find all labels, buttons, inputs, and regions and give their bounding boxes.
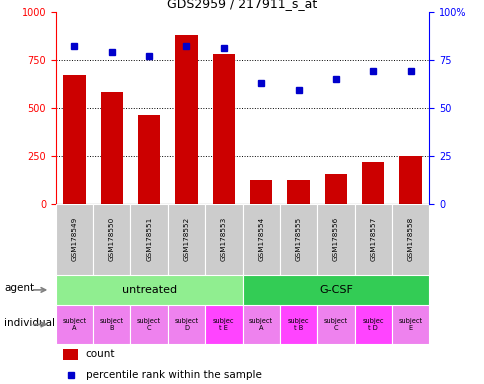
Text: GSM178558: GSM178558 bbox=[407, 217, 413, 261]
Bar bbox=[317, 204, 354, 275]
Text: GSM178555: GSM178555 bbox=[295, 217, 301, 261]
Text: subject
C: subject C bbox=[137, 318, 161, 331]
Bar bbox=[63, 349, 78, 360]
Bar bbox=[391, 204, 428, 275]
Text: subjec
t B: subjec t B bbox=[287, 318, 309, 331]
Text: subject
A: subject A bbox=[249, 318, 272, 331]
Text: G-CSF: G-CSF bbox=[318, 285, 352, 295]
Text: subjec
t E: subjec t E bbox=[212, 318, 234, 331]
Text: GSM178554: GSM178554 bbox=[257, 217, 264, 261]
Bar bbox=[205, 204, 242, 275]
Bar bbox=[63, 75, 86, 204]
Bar bbox=[130, 204, 167, 275]
Bar bbox=[205, 305, 242, 344]
Bar bbox=[130, 305, 167, 344]
Bar bbox=[354, 305, 391, 344]
Bar bbox=[354, 204, 391, 275]
Text: subject
B: subject B bbox=[100, 318, 123, 331]
Title: GDS2959 / 217911_s_at: GDS2959 / 217911_s_at bbox=[167, 0, 317, 10]
Bar bbox=[167, 204, 205, 275]
Text: GSM178550: GSM178550 bbox=[108, 217, 115, 261]
Text: GSM178557: GSM178557 bbox=[369, 217, 376, 261]
Text: GSM178551: GSM178551 bbox=[146, 217, 152, 261]
Bar bbox=[361, 162, 384, 204]
Bar bbox=[242, 204, 279, 275]
Text: GSM178552: GSM178552 bbox=[183, 217, 189, 261]
Bar bbox=[279, 305, 317, 344]
Text: GSM178556: GSM178556 bbox=[332, 217, 338, 261]
Text: percentile rank within the sample: percentile rank within the sample bbox=[86, 370, 261, 380]
Text: subject
E: subject E bbox=[398, 318, 422, 331]
Bar bbox=[324, 174, 347, 204]
Bar bbox=[287, 180, 309, 204]
Bar bbox=[56, 275, 242, 305]
Bar bbox=[56, 204, 93, 275]
Bar bbox=[100, 92, 123, 204]
Text: subjec
t D: subjec t D bbox=[362, 318, 383, 331]
Bar bbox=[93, 305, 130, 344]
Text: subject
A: subject A bbox=[62, 318, 86, 331]
Bar bbox=[317, 305, 354, 344]
Text: agent: agent bbox=[4, 283, 34, 293]
Bar bbox=[93, 204, 130, 275]
Bar bbox=[212, 54, 235, 204]
Bar bbox=[242, 275, 428, 305]
Text: GSM178553: GSM178553 bbox=[220, 217, 227, 261]
Text: untreated: untreated bbox=[121, 285, 176, 295]
Text: count: count bbox=[86, 349, 115, 359]
Text: subject
C: subject C bbox=[323, 318, 347, 331]
Bar bbox=[175, 35, 197, 204]
Text: individual: individual bbox=[4, 318, 55, 328]
Bar bbox=[398, 157, 421, 204]
Text: subject
D: subject D bbox=[174, 318, 198, 331]
Bar bbox=[167, 305, 205, 344]
Bar bbox=[56, 305, 93, 344]
Bar bbox=[242, 305, 279, 344]
Bar bbox=[391, 305, 428, 344]
Bar bbox=[279, 204, 317, 275]
Text: GSM178549: GSM178549 bbox=[71, 217, 77, 261]
Bar bbox=[137, 115, 160, 204]
Bar bbox=[249, 180, 272, 204]
